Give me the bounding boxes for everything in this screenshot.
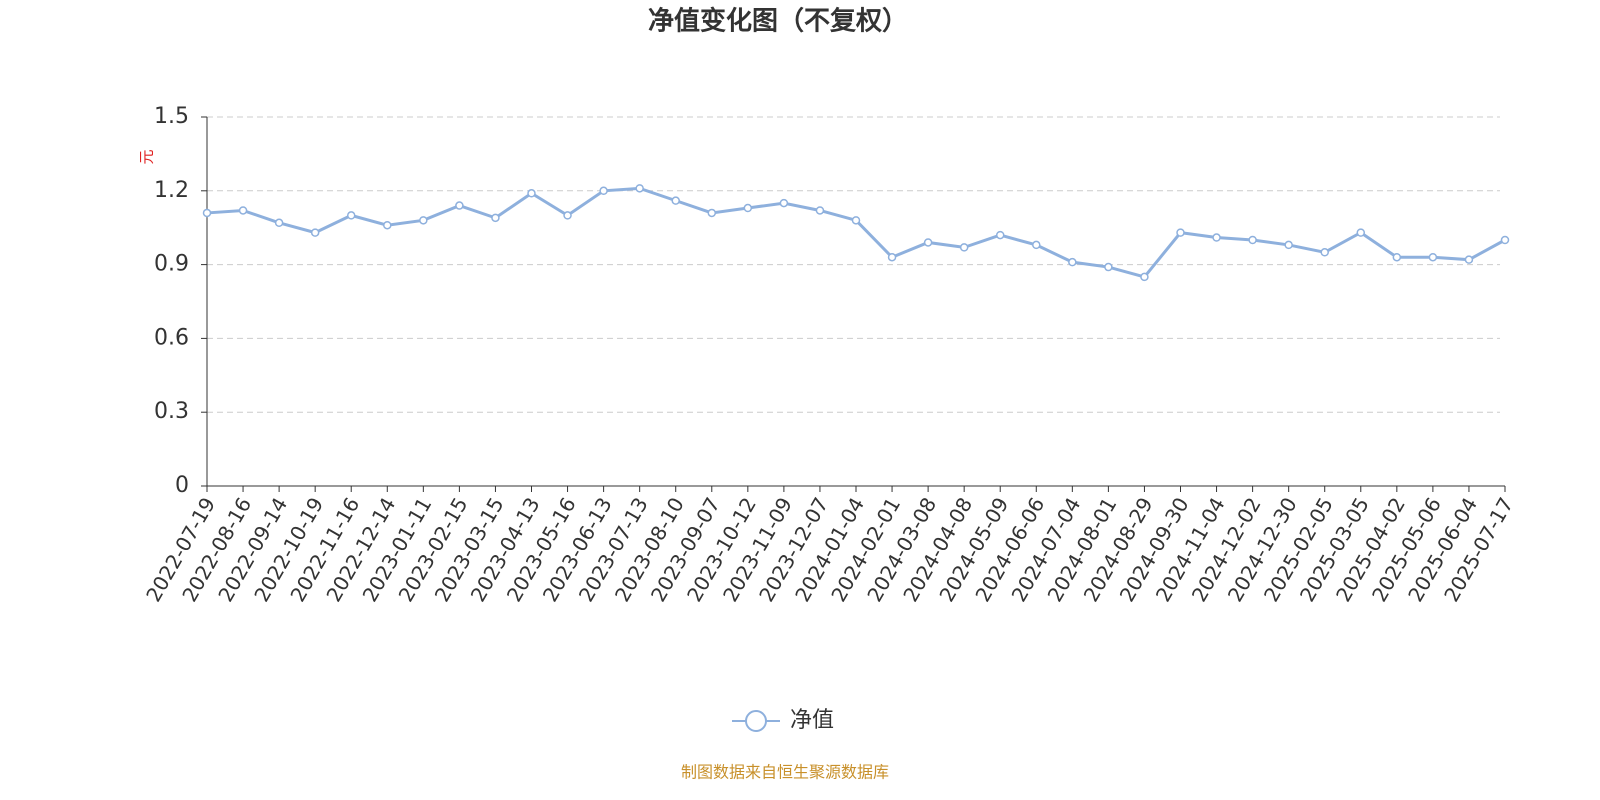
line: [206, 186, 1506, 279]
point: [671, 196, 680, 205]
point: [346, 211, 356, 220]
point: [887, 252, 897, 262]
point: [959, 243, 969, 252]
point: [274, 218, 284, 228]
point: [419, 216, 428, 225]
point: [1392, 252, 1402, 262]
point: [383, 220, 392, 230]
y-axis-label: 元: [138, 149, 156, 164]
legend-marker: [745, 710, 767, 732]
point: [1140, 272, 1149, 282]
point: [815, 206, 825, 215]
y-tick-label: 0.6: [154, 325, 189, 350]
point: [1248, 235, 1257, 245]
point: [1356, 228, 1366, 237]
point: [707, 208, 717, 218]
footer: 制图数据来自恒生聚源数据库: [681, 763, 889, 782]
point: [310, 228, 320, 237]
y-tick-label: 1.5: [154, 104, 189, 129]
y-tick-label: 0: [175, 473, 189, 498]
point: [202, 208, 212, 218]
point: [1428, 252, 1438, 262]
point: [1032, 240, 1041, 250]
point: [238, 206, 248, 215]
y-tick-label: 1.2: [154, 178, 189, 203]
point: [779, 198, 789, 208]
point: [1212, 233, 1221, 242]
point: [1068, 257, 1077, 267]
point: [455, 201, 464, 210]
point: [1104, 262, 1113, 272]
point: [527, 189, 536, 198]
legend-label: 净值: [790, 708, 834, 733]
point: [1464, 255, 1474, 264]
point: [923, 238, 933, 247]
point: [563, 211, 572, 220]
chart-title: 净值变化图（不复权）: [648, 6, 908, 37]
point: [851, 216, 861, 225]
point: [995, 230, 1005, 240]
point: [1284, 240, 1293, 250]
point: [1320, 248, 1329, 257]
y-tick-label: 0.3: [154, 399, 189, 424]
point: [491, 213, 500, 223]
point: [743, 203, 753, 213]
point: [635, 184, 644, 193]
point: [599, 186, 608, 196]
point: [1500, 235, 1510, 245]
point: [1176, 228, 1185, 237]
y-tick-label: 0.9: [154, 252, 189, 277]
